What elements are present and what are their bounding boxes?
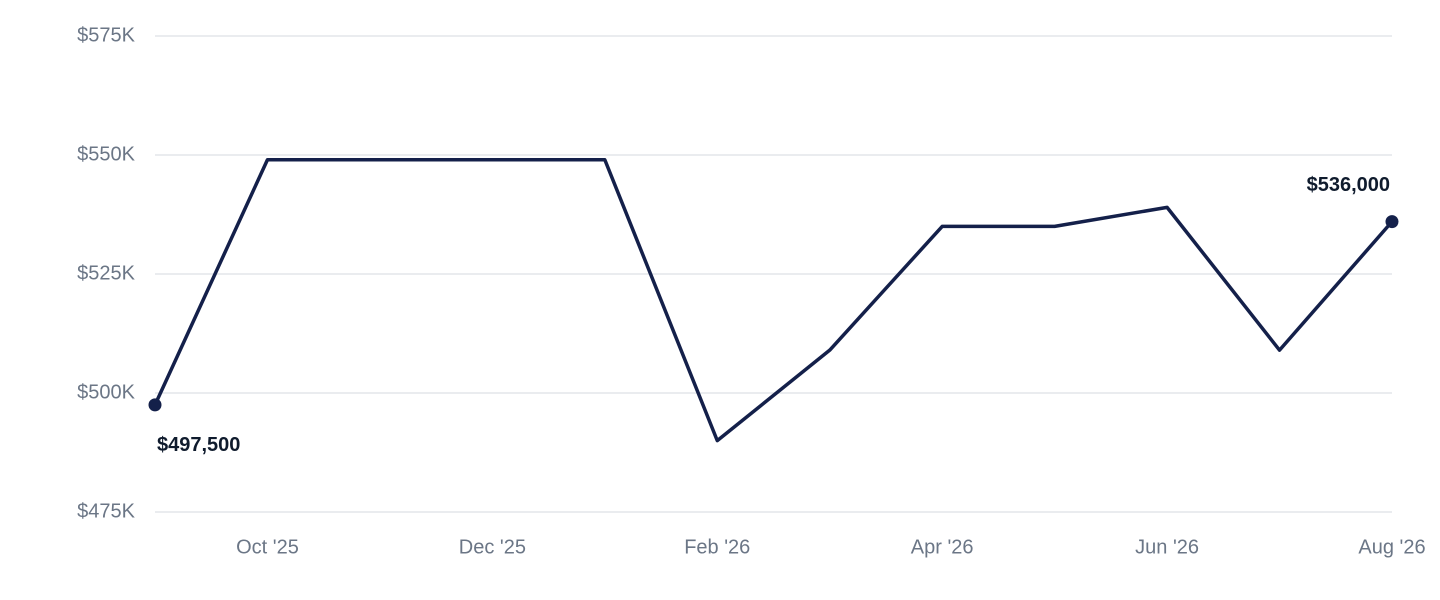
line bbox=[153, 158, 1394, 443]
x-tick-label: Jun '26 bbox=[1135, 536, 1199, 558]
value-label: $497,500 bbox=[157, 434, 240, 456]
x-tick-label: Dec '25 bbox=[459, 536, 526, 558]
value-label: $536,000 bbox=[1307, 174, 1390, 196]
x-tick-label: Oct '25 bbox=[236, 536, 299, 558]
x-tick-label: Feb '26 bbox=[684, 536, 750, 558]
x-tick-label: Aug '26 bbox=[1358, 536, 1425, 558]
point bbox=[148, 398, 162, 412]
x-tick-label: Apr '26 bbox=[911, 536, 974, 558]
y-tick-label: $500K bbox=[77, 381, 135, 403]
y-tick-label: $525K bbox=[77, 262, 135, 284]
y-tick-label: $475K bbox=[77, 500, 135, 522]
y-tick-label: $550K bbox=[77, 143, 135, 165]
y-tick-label: $575K bbox=[77, 24, 135, 46]
point bbox=[1385, 215, 1399, 229]
